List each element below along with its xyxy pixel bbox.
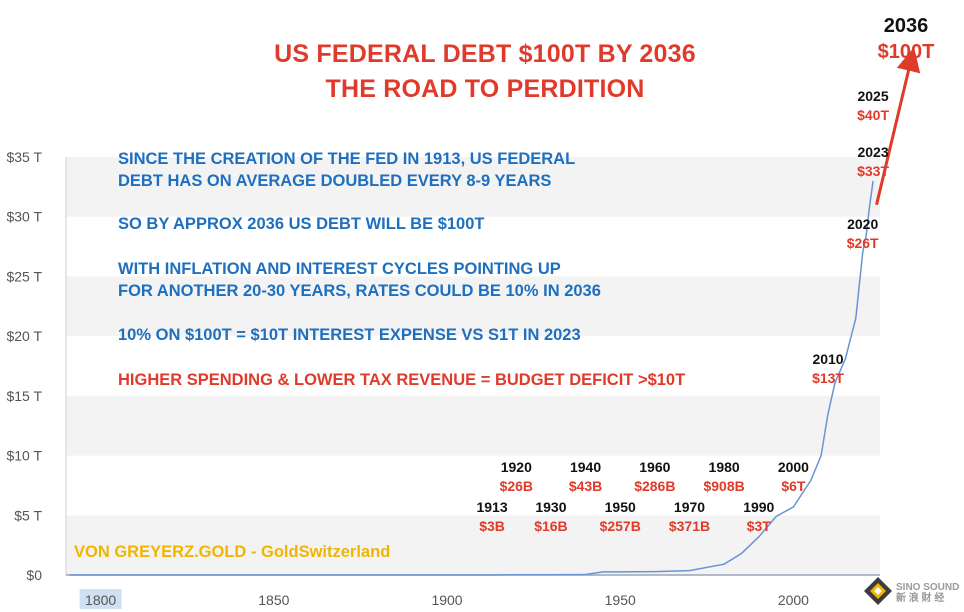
annotation-year: 2010 [812,350,844,367]
annotation-year: 1920 [500,459,532,475]
x-tick-label: 1850 [258,592,289,608]
annotation-1960: 1960 $286B [620,458,690,496]
annotation-year: 2020 [847,215,879,232]
annotation-year: 1960 [639,459,671,475]
annotation-year: 1970 [673,499,706,515]
y-tick-label: $20 T [6,328,42,344]
annotation-1913: 1913 $3B [457,498,527,536]
annotation-2025: 2025 $40T [838,87,908,125]
annotation-year: 1950 [604,499,636,515]
y-tick-label: $35 T [6,149,42,165]
note-line-7: HIGHER SPENDING & LOWER TAX REVENUE = BU… [118,371,686,389]
projection-arrow [875,47,921,206]
annotation-amount: $26T [846,234,879,251]
y-tick-label: $10 T [6,448,42,464]
annotation-year: 1980 [708,459,740,475]
grid-bands [66,157,880,575]
x-tick-highlight [79,589,122,609]
annotation-amount: $43B [568,478,603,494]
sino-sound-logo [864,577,892,605]
annotation-year: 2025 [857,88,889,105]
grid-band [66,216,880,277]
annotation-year: 2023 [857,144,889,161]
note-line-6: 10% ON $100T = $10T INTEREST EXPENSE VS … [118,326,581,344]
annotation-year: 1930 [535,499,567,515]
annotation-amount: $13T [812,369,844,386]
annotation-2036: 2036 $100T [861,13,951,65]
annotation-2023: 2023 $33T [838,143,908,181]
y-tick-label: $0 [26,567,42,583]
note-line-2: DEBT HAS ON AVERAGE DOUBLED EVERY 8-9 YE… [118,172,552,190]
x-tick-label: 2000 [778,592,809,608]
y-tick-label: $5 T [14,507,42,523]
x-tick-label: 1950 [605,592,636,608]
annotation-year: 1990 [743,499,775,515]
annotation-1930: 1930 $16B [516,498,586,536]
grid-band [66,157,880,217]
grid-band [66,395,880,456]
annotation-1990: 1990 $3T [724,498,794,536]
annotation-amount: $26B [499,478,534,494]
annotation-amount: $908B [703,478,745,494]
series-lines [69,180,874,576]
watermark-text: SINO SOUND 新 浪 财 经 [896,582,960,604]
annotation-2000: 2000 $6T [758,458,828,496]
y-tick-label: $25 T [6,268,42,284]
annotation-2020: 2020 $26T [828,215,898,253]
x-axis-ticks: 1800 1850 1900 1950 2000 [79,589,809,609]
y-tick-label: $30 T [6,209,42,225]
y-axis-ticks: $0 $5 T $10 T $15 T $20 T $25 T $30 T $35 T [6,149,42,583]
annotation-amount: $40T [857,107,890,124]
chart-subtitle: THE ROAD TO PERDITION [325,75,645,103]
note-line-1: SINCE THE CREATION OF THE FED IN 1913, U… [118,150,576,168]
annotation-amount: $6T [781,478,806,494]
annotation-amount: $33T [857,163,890,180]
note-line-3: SO BY APPROX 2036 US DEBT WILL BE $100T [118,215,485,233]
grid-band [66,276,880,337]
annotation-year: 1940 [569,459,602,475]
annotation-1970: 1970 $371B [654,498,724,536]
x-tick-label: 1900 [431,592,462,608]
annotation-amount: $286B [634,478,676,494]
grid-band [66,455,880,516]
note-line-4: WITH INFLATION AND INTEREST CYCLES POINT… [118,260,561,278]
annotation-1980: 1980 $908B [689,458,759,496]
annotation-1940: 1940 $43B [551,458,621,496]
annotation-amount: $3T [746,518,771,534]
annotation-amount: $371B [668,518,711,534]
source-credit: VON GREYERZ.GOLD - GoldSwitzerland [74,543,391,561]
annotation-amount: $100T [877,41,935,63]
annotation-2010: 2010 $13T [793,350,863,388]
grid-band [66,336,880,396]
annotation-amount: $3B [479,518,505,534]
x-tick-label: 1800 [85,592,116,608]
annotation-amount: $257B [599,518,641,534]
annotation-year: 2000 [777,459,809,475]
annotation-1920: 1920 $26B [481,458,551,496]
series-line [69,180,874,576]
annotation-year: 2036 [883,15,929,37]
projection-line [875,47,921,206]
chart-title: US FEDERAL DEBT $100T BY 2036 [274,40,696,68]
note-line-5: FOR ANOTHER 20-30 YEARS, RATES COULD BE … [118,282,601,300]
annotation-year: 1913 [476,499,508,515]
annotation-1950: 1950 $257B [585,498,655,536]
annotation-amount: $16B [534,518,568,534]
y-tick-label: $15 T [6,388,42,404]
grid-band [66,515,880,575]
